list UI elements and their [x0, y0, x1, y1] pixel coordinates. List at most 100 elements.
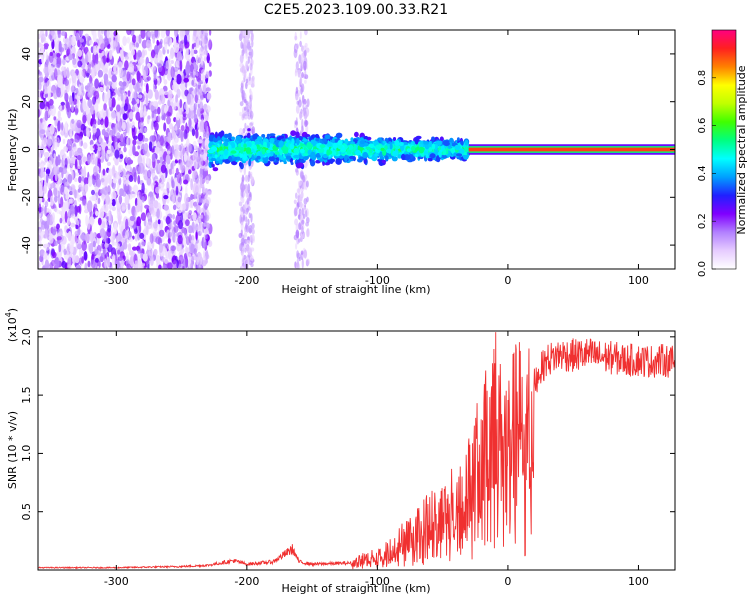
spectrogram-cell — [98, 110, 103, 121]
spectrogram-cell — [56, 223, 60, 230]
spectrogram-cell — [131, 121, 135, 129]
spectrogram-cell — [186, 93, 191, 105]
spectrogram-cell — [414, 138, 419, 145]
spectrogram-cell — [141, 195, 145, 203]
spectrogram-cell — [50, 195, 54, 207]
spectrogram-cell — [71, 118, 75, 124]
spectrogram-cell — [156, 39, 159, 47]
spectrogram-cell — [163, 122, 167, 132]
spectrogram-cell — [200, 73, 205, 82]
spectrogram-cell — [65, 99, 69, 110]
spectrogram-cell — [112, 39, 117, 52]
spectrogram-cell — [188, 233, 192, 244]
spectrogram-cell — [126, 157, 132, 166]
spectrogram-cell — [97, 146, 102, 151]
spectrogram-cell — [185, 63, 191, 76]
spectrogram-cell — [46, 213, 50, 226]
spectrogram-cell — [111, 206, 117, 212]
spectrogram-cell — [205, 87, 211, 92]
spectrogram-cell — [394, 145, 400, 149]
spectrogram-cell — [199, 53, 203, 60]
spectrogram-cell — [322, 137, 327, 142]
spectrogram-cell — [38, 211, 42, 218]
spectrogram-cell — [163, 195, 169, 200]
spectrogram-cell — [198, 80, 201, 87]
spectrogram-cell — [94, 44, 99, 54]
spectrogram-cell — [176, 128, 182, 139]
spectrogram-cell — [129, 250, 134, 256]
spectrogram-cell — [168, 54, 172, 60]
spectrogram-cell — [242, 95, 245, 103]
spectrogram-cell — [238, 232, 243, 239]
spectrogram-cell — [98, 135, 102, 143]
spectrogram-cell — [106, 149, 112, 154]
spectrogram-cell — [46, 208, 50, 214]
spectrogram-cell — [122, 35, 127, 47]
spectrogram-cell — [61, 31, 67, 37]
spectrogram-cell — [428, 147, 433, 152]
spectrogram-cell — [319, 158, 324, 162]
spectrogram-cell — [94, 78, 99, 89]
spectrogram-cell — [299, 76, 303, 85]
spectrogram-cell — [464, 139, 469, 146]
spectrogram-cell — [294, 120, 298, 125]
spectrogram-cell — [238, 162, 243, 167]
spectrogram-cell — [154, 89, 159, 100]
spectrogram-cell — [165, 142, 168, 149]
spectrogram-cell — [145, 83, 149, 94]
spectrogram-cell — [108, 135, 112, 145]
spectrogram-cell — [159, 229, 165, 237]
spectrogram-cell — [186, 247, 190, 257]
spectrogram-cell — [305, 222, 309, 227]
spectrogram-cell — [93, 151, 96, 161]
spectrogram-cell — [197, 123, 200, 131]
spectrogram-cell — [140, 57, 145, 64]
spectrogram-cell — [178, 254, 184, 265]
spectrogram-cell — [132, 166, 136, 178]
spectrogram-cell — [59, 149, 65, 159]
spectrogram-cell — [53, 153, 56, 159]
spectrogram-cell — [147, 31, 152, 37]
spectrogram-cell — [185, 219, 190, 227]
spectrogram-cell — [243, 232, 248, 237]
spectrogram-cell — [81, 256, 85, 264]
spectrogram-cell — [303, 249, 308, 259]
spectrogram-cell — [137, 249, 142, 254]
spectrogram-cell — [114, 149, 120, 159]
spectrogram-cell — [76, 147, 83, 154]
spectrogram-cell — [241, 113, 245, 121]
spectrogram-cell — [299, 111, 302, 120]
spectrogram-cell — [156, 208, 160, 219]
spectrogram-cell — [139, 232, 145, 239]
spectrogram-cell — [39, 85, 42, 90]
spectrogram-cell — [181, 248, 185, 253]
spectrogram-cell — [208, 61, 212, 67]
spectrogram-cell — [157, 219, 161, 225]
spectrogram-cell — [139, 109, 143, 119]
spectrogram-cell — [81, 184, 87, 196]
spectrogram-cell — [103, 85, 107, 90]
spectrogram-cell — [70, 244, 74, 254]
spectrogram-cell — [51, 228, 57, 236]
spectrogram-cell — [147, 115, 151, 120]
spectrogram-cell — [246, 132, 251, 139]
spectrogram-cell — [247, 174, 250, 182]
spectrogram-cell — [208, 39, 213, 51]
spectrogram-cell — [134, 260, 139, 265]
spectrogram-cell — [86, 200, 93, 213]
spectrogram-cell — [73, 72, 77, 83]
spectrogram-cell — [247, 183, 251, 194]
spectrogram-cell — [117, 95, 121, 101]
spectrogram-cell — [68, 53, 73, 61]
spectrogram-cell — [247, 218, 250, 226]
spectrogram-cell — [248, 159, 252, 167]
spectrogram-cell — [91, 189, 95, 196]
spectrogram-cell — [136, 61, 141, 71]
spectrogram-cell — [243, 143, 247, 148]
spectrogram-cell — [64, 92, 69, 103]
spectrogram-cell — [200, 149, 205, 155]
spectrogram-cell — [302, 138, 308, 142]
spectrogram-cell — [297, 69, 301, 78]
spectrogram-cell — [184, 193, 189, 205]
spectrogram-cell — [203, 50, 207, 55]
